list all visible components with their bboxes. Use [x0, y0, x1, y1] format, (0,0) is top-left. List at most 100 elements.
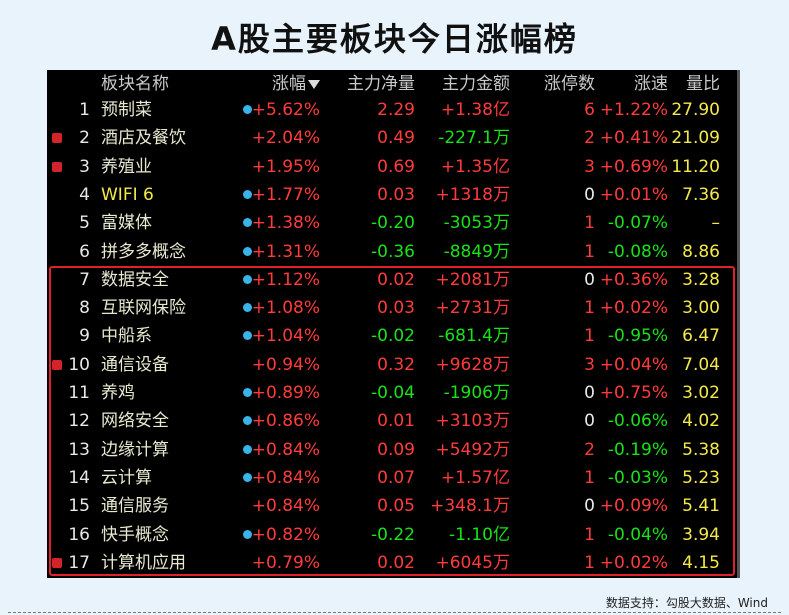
- cell-value: +1.57亿: [440, 467, 510, 488]
- cell-value: 0.09: [377, 439, 415, 460]
- cell-value: 0: [584, 184, 595, 205]
- cell-value: 27.90: [671, 100, 720, 120]
- cell-value: -0.95%: [607, 326, 668, 347]
- cell-value: 6.47: [682, 326, 720, 347]
- cell-value: 3.02: [682, 383, 720, 403]
- sort-arrow: [308, 79, 320, 89]
- sector-name: 预制菜: [101, 100, 152, 120]
- cell-value: 3.00: [682, 298, 720, 319]
- expand-icon: [52, 557, 62, 568]
- divider: [8, 612, 781, 613]
- cell-value: 2: [584, 439, 595, 460]
- sector-name: 互联网保险: [101, 298, 186, 319]
- table: [47, 70, 737, 578]
- cell-value: 1: [584, 524, 595, 545]
- cell-value: 3.28: [682, 269, 720, 290]
- cell-value: +0.41%: [599, 128, 668, 149]
- cell-value: -0.19%: [607, 439, 668, 460]
- cell-value: +0.75%: [599, 383, 668, 403]
- cell-value: +0.82%: [251, 524, 320, 545]
- cell-value: +0.84%: [251, 439, 320, 460]
- cell-value: 5.41: [682, 496, 720, 517]
- cell-value: 4.02: [682, 411, 720, 432]
- rank: 8: [79, 298, 90, 319]
- cell-value: 1: [584, 213, 595, 234]
- cell-value: +2081万: [435, 269, 510, 290]
- expand-icon: [52, 359, 62, 370]
- cell-value: -0.20: [371, 213, 415, 234]
- rank: 6: [79, 241, 90, 262]
- cell-value: +6045万: [435, 552, 510, 573]
- rank: 3: [79, 156, 90, 177]
- cell-value: 1: [584, 298, 595, 319]
- source: 数据支持：勾股大数据、Wind: [605, 596, 768, 610]
- cell-value: +1.95%: [251, 156, 320, 177]
- sector-name: 计算机应用: [101, 552, 186, 573]
- cell-value: -0.07%: [607, 213, 668, 234]
- cell-value: 0: [584, 496, 595, 517]
- cell-value: 0: [584, 269, 595, 290]
- sector-name: 拼多多概念: [101, 241, 186, 262]
- rank: 13: [68, 439, 90, 460]
- cell-value: –: [711, 213, 721, 234]
- cell-value: 3.94: [682, 524, 720, 545]
- cell-value: -3053万: [443, 213, 510, 234]
- cell-value: +1.38%: [251, 213, 320, 234]
- cell-value: 4.15: [682, 552, 720, 573]
- cell-value: +9628万: [435, 354, 510, 375]
- cell-value: 1: [584, 467, 595, 488]
- rank: 11: [68, 383, 90, 403]
- cell-value: +5.62%: [251, 100, 320, 120]
- cell-value: +0.79%: [251, 552, 320, 573]
- cell-value: +0.02%: [599, 298, 668, 319]
- cell-value: 0.69: [377, 156, 415, 177]
- cell-value: -227.1万: [438, 128, 510, 149]
- column-header: 涨停数: [544, 74, 595, 94]
- cell-value: 2: [584, 128, 595, 149]
- cell-value: 1: [584, 552, 595, 573]
- column-header: 主力净量: [347, 74, 415, 94]
- cell-value: 6: [584, 100, 595, 120]
- cell-value: -1906万: [443, 383, 510, 403]
- cell-value: -1.10亿: [449, 524, 510, 545]
- cell-value: 0.03: [377, 298, 415, 319]
- cell-value: +5492万: [435, 439, 510, 460]
- column-header: 涨速: [634, 74, 668, 94]
- cell-value: 0: [584, 383, 595, 403]
- rank: 16: [68, 524, 90, 545]
- info-icon: [243, 246, 252, 256]
- rank: 10: [68, 354, 90, 375]
- rank: 2: [79, 128, 90, 149]
- cell-value: +1318万: [435, 184, 510, 205]
- sector-name: 养殖业: [101, 156, 152, 177]
- cell-value: +1.22%: [599, 100, 668, 120]
- cell-value: -0.36: [371, 241, 415, 262]
- info-icon: [243, 444, 252, 454]
- rank: 12: [68, 411, 90, 432]
- cell-value: +2731万: [435, 298, 510, 319]
- title: A股主要板块今日涨幅榜: [211, 20, 578, 58]
- cell-value: 3: [584, 354, 595, 375]
- cell-value: +0.84%: [251, 496, 320, 517]
- cell-value: +1.31%: [251, 241, 320, 262]
- highlight-box: [49, 266, 735, 576]
- cell-value: 0.49: [377, 128, 415, 149]
- cell-value: 11.20: [671, 156, 720, 177]
- sector-name: 富媒体: [101, 213, 152, 234]
- cell-value: 0.03: [377, 184, 415, 205]
- info-icon: [243, 472, 252, 482]
- cell-value: +0.94%: [251, 354, 320, 375]
- cell-value: +1.35亿: [440, 156, 510, 177]
- rank: 5: [79, 213, 90, 234]
- cell-value: +0.04%: [599, 354, 668, 375]
- cell-value: +0.86%: [251, 411, 320, 432]
- sector-name: WIFI 6: [101, 184, 154, 205]
- cell-value: -8849万: [443, 241, 510, 262]
- rank: 1: [79, 100, 90, 120]
- rank: 17: [68, 552, 90, 573]
- cell-value: -681.4万: [438, 326, 510, 347]
- cell-value: +348.1万: [430, 496, 510, 517]
- cell-value: -0.03%: [607, 467, 668, 488]
- sector-name: 网络安全: [101, 411, 169, 432]
- sector-name: 云计算: [101, 467, 152, 488]
